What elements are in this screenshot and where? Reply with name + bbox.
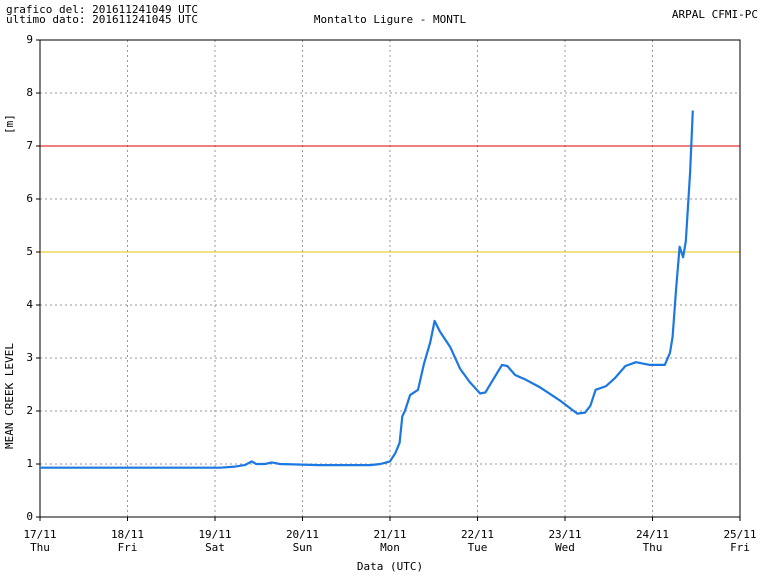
y-tick-label: 4 [26, 298, 33, 311]
x-tick-weekday: Fri [118, 541, 138, 554]
x-tick-weekday: Fri [730, 541, 750, 554]
y-axis-label: MEAN CREEK LEVEL [3, 343, 16, 449]
x-tick-weekday: Tue [468, 541, 488, 554]
x-axis-label: Data (UTC) [357, 560, 423, 573]
y-tick-label: 5 [26, 245, 33, 258]
x-tick-label: 23/11 [548, 528, 581, 541]
chart-title: Montalto Ligure - MONTL [314, 13, 467, 26]
x-tick-label: 21/11 [373, 528, 406, 541]
header-right: ARPAL CFMI-PC [672, 8, 758, 21]
x-tick-weekday: Sat [205, 541, 225, 554]
y-tick-label: 0 [26, 510, 33, 523]
y-tick-label: 2 [26, 404, 33, 417]
data-line [40, 110, 694, 469]
x-tick-weekday: Wed [555, 541, 575, 554]
x-tick-label: 22/11 [461, 528, 494, 541]
x-tick-label: 17/11 [23, 528, 56, 541]
x-tick-weekday: Thu [30, 541, 50, 554]
y-tick-label: 8 [26, 86, 33, 99]
x-tick-weekday: Sun [293, 541, 313, 554]
y-tick-label: 6 [26, 192, 33, 205]
x-tick-weekday: Thu [643, 541, 663, 554]
x-tick-label: 19/11 [198, 528, 231, 541]
y-tick-label: 3 [26, 351, 33, 364]
x-tick-label: 20/11 [286, 528, 319, 541]
x-tick-label: 18/11 [111, 528, 144, 541]
y-unit: [m] [3, 114, 16, 134]
x-tick-label: 24/11 [636, 528, 669, 541]
header-line: ultimo dato: 201611241045 UTC [6, 13, 198, 26]
plot-frame [39, 39, 741, 518]
x-tick-label: 25/11 [723, 528, 756, 541]
x-tick-weekday: Mon [380, 541, 400, 554]
y-tick-label: 7 [26, 139, 33, 152]
y-tick-label: 1 [26, 457, 33, 470]
header-line: grafico del: 201611241049 UTC [6, 3, 198, 16]
y-tick-label: 9 [26, 33, 33, 46]
